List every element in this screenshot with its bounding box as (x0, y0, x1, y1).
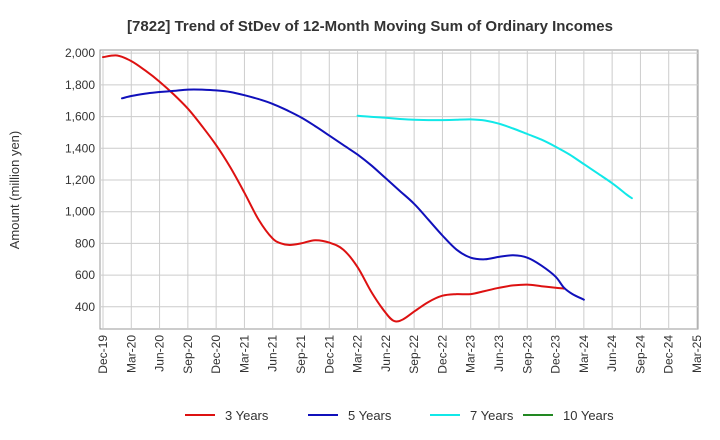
series-line-2 (121, 88, 585, 301)
x-tick-label: Jun-24 (605, 335, 619, 372)
x-tick-label: Jun-21 (266, 335, 280, 372)
x-tick-label: Sep-21 (294, 335, 308, 374)
y-tick-label: 1,600 (65, 110, 95, 124)
legend-label: 7 Years (470, 408, 514, 423)
y-tick-label: 1,800 (65, 78, 95, 92)
x-tick-label: Jun-23 (492, 335, 506, 372)
x-tick-label: Mar-20 (124, 335, 138, 373)
chart-title: [7822] Trend of StDev of 12-Month Moving… (127, 18, 613, 35)
legend-label: 3 Years (225, 408, 269, 423)
y-axis-label: Amount (million yen) (7, 131, 22, 250)
x-tick-label: Dec-24 (662, 335, 676, 374)
series-layer (102, 54, 633, 323)
x-tick-label: Dec-19 (96, 335, 110, 374)
x-tick-label: Mar-21 (237, 335, 251, 373)
legend-label: 5 Years (348, 408, 392, 423)
x-axis-ticks: Dec-19 Mar-20 Jun-20 Sep-20 Dec-20 Mar-21 Jun-… (96, 335, 704, 374)
x-tick-label: Mar-22 (351, 335, 365, 373)
x-tick-label: Dec-20 (209, 335, 223, 374)
y-tick-label: 400 (75, 300, 95, 314)
y-tick-label: 1,200 (65, 173, 95, 187)
series-line-1 (102, 54, 566, 323)
legend: 3 Years 5 Years 7 Years 10 Years (185, 408, 614, 423)
x-tick-label: Sep-24 (633, 335, 647, 374)
y-tick-label: 600 (75, 268, 95, 282)
x-tick-label: Sep-23 (520, 335, 534, 374)
x-tick-label: Jun-20 (153, 335, 167, 372)
x-tick-label: Dec-21 (322, 335, 336, 374)
vertical-gridlines (102, 50, 698, 329)
x-tick-label: Dec-23 (549, 335, 563, 374)
x-tick-label: Mar-25 (690, 335, 704, 373)
horizontal-gridlines (100, 52, 698, 308)
legend-label: 10 Years (563, 408, 614, 423)
y-axis-ticks: 400 600 800 1,000 1,200 1,400 1,600 1,800 2,000 (65, 46, 95, 314)
y-tick-label: 1,000 (65, 205, 95, 219)
y-tick-label: 800 (75, 236, 95, 250)
x-tick-label: Sep-22 (407, 335, 421, 374)
x-tick-label: Mar-24 (577, 335, 591, 373)
y-tick-label: 2,000 (65, 46, 95, 60)
y-tick-label: 1,400 (65, 141, 95, 155)
x-tick-label: Dec-22 (435, 335, 449, 374)
x-tick-label: Jun-22 (379, 335, 393, 372)
series-line-3 (356, 114, 633, 200)
x-tick-label: Sep-20 (181, 335, 195, 374)
x-tick-label: Mar-23 (464, 335, 478, 373)
